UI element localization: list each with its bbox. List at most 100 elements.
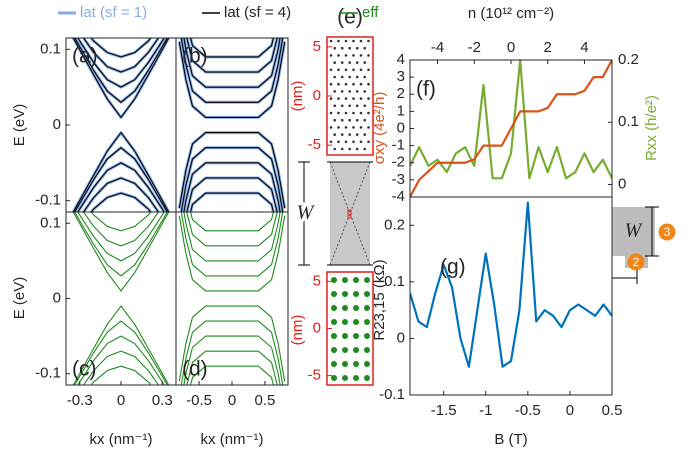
- lattice-dot: [363, 104, 367, 108]
- lattice-dot: [364, 375, 370, 381]
- lattice-dot: [329, 82, 333, 86]
- lattice-dot: [337, 140, 340, 144]
- lattice-dot: [367, 39, 370, 43]
- lattice-dot: [364, 305, 370, 311]
- data-line: [74, 212, 168, 277]
- contact-label: 3: [664, 225, 671, 239]
- y-tick-label: -5: [308, 136, 321, 153]
- x-axis-label: B (T): [494, 431, 527, 448]
- lattice-dot: [340, 90, 344, 93]
- lattice-dot: [337, 68, 340, 72]
- contact-label: 2: [633, 255, 640, 269]
- plot-area: [176, 212, 288, 385]
- y2-tick-label: 0.2: [618, 51, 639, 68]
- lattice-dot: [337, 111, 340, 115]
- lattice-dot: [352, 39, 355, 43]
- lattice-dot: [333, 104, 337, 108]
- y-tick-label: -4: [392, 188, 405, 205]
- lattice-dot: [342, 333, 348, 339]
- data-line: [186, 177, 278, 212]
- lattice-dot: [333, 118, 337, 122]
- legend-label: lat (sf = 1): [80, 4, 147, 21]
- data-line: [180, 212, 284, 277]
- lattice-dot: [367, 111, 370, 115]
- data-line: [90, 192, 152, 212]
- lattice-dot: [359, 54, 363, 57]
- data-line: [183, 162, 281, 212]
- lattice-dot: [367, 68, 370, 72]
- data-line: [72, 305, 170, 385]
- lattice-dot: [329, 97, 333, 100]
- lattice-dot: [348, 75, 352, 79]
- lattice-dot: [342, 347, 348, 353]
- y-tick-label: 0: [53, 289, 61, 306]
- lattice-dot: [344, 54, 348, 57]
- lattice-dot: [352, 82, 355, 86]
- lattice-dot: [363, 61, 367, 64]
- y-axis-label: E (eV): [11, 104, 28, 147]
- lattice-dot: [364, 291, 370, 297]
- lattice-dot: [364, 333, 370, 339]
- y-tick-label: -2: [392, 154, 405, 171]
- plot-area: [66, 212, 176, 385]
- data-line: [90, 365, 152, 385]
- data-line: [178, 305, 286, 382]
- lattice-dot: [353, 291, 359, 297]
- zoom-box: [347, 209, 352, 219]
- lattice-dot: [363, 46, 367, 50]
- lattice-dot: [329, 39, 333, 43]
- lattice-dot: [353, 375, 359, 381]
- x-axis-label: n (10¹² cm⁻²): [468, 5, 554, 22]
- legend-label: eff: [362, 4, 379, 21]
- lattice-dot: [348, 133, 352, 136]
- lattice-dot: [367, 54, 370, 57]
- data-line: [190, 192, 274, 212]
- lattice-dot: [344, 126, 348, 129]
- lattice-dot: [355, 75, 359, 79]
- lattice-dot: [344, 82, 348, 86]
- data-line: [77, 212, 165, 262]
- data-line: [82, 38, 160, 73]
- data-line: [72, 38, 170, 118]
- lattice-dot: [348, 46, 352, 50]
- lattice-dot: [359, 39, 363, 43]
- lattice-dot: [359, 97, 363, 100]
- lattice-dot: [344, 140, 348, 144]
- width-label: W: [297, 202, 316, 224]
- y-axis-label: E (eV): [11, 277, 28, 320]
- guide-line: [329, 161, 371, 266]
- lattice-dot: [352, 54, 355, 57]
- y-axis-label: R23,15 (kΩ): [371, 259, 388, 340]
- lattice-dot: [344, 39, 348, 43]
- lattice-dot: [329, 54, 333, 57]
- lattice-dot: [331, 277, 337, 283]
- lattice-dot: [363, 133, 367, 136]
- panel-label: (f): [416, 78, 436, 101]
- lattice-dot: [355, 90, 359, 93]
- lattice-dot: [359, 82, 363, 86]
- lattice-dot: [364, 361, 370, 367]
- lattice-dot: [363, 118, 367, 122]
- y-tick-label: -1: [392, 137, 405, 154]
- panel-label: (a): [72, 45, 98, 68]
- data-line: [90, 38, 152, 58]
- y-tick-label: 0.1: [40, 40, 61, 57]
- lattice-dot: [352, 126, 355, 129]
- lattice-dot: [355, 104, 359, 108]
- lattice-dot: [329, 126, 333, 129]
- lattice-dot: [355, 46, 359, 50]
- x-tick-label: 0.5: [255, 392, 276, 409]
- lattice-dot: [355, 147, 359, 151]
- lattice-dot: [348, 118, 352, 122]
- lattice-dot: [355, 61, 359, 64]
- y-tick-label: 0.2: [384, 216, 405, 233]
- x-tick-label: -1: [479, 402, 492, 419]
- x-tick-label: -1.5: [431, 402, 457, 419]
- lattice-dot: [355, 118, 359, 122]
- data-line: [186, 212, 278, 247]
- data-line: [186, 350, 278, 385]
- lattice-dot: [340, 147, 344, 151]
- lattice-dot: [342, 277, 348, 283]
- data-line: [178, 41, 286, 118]
